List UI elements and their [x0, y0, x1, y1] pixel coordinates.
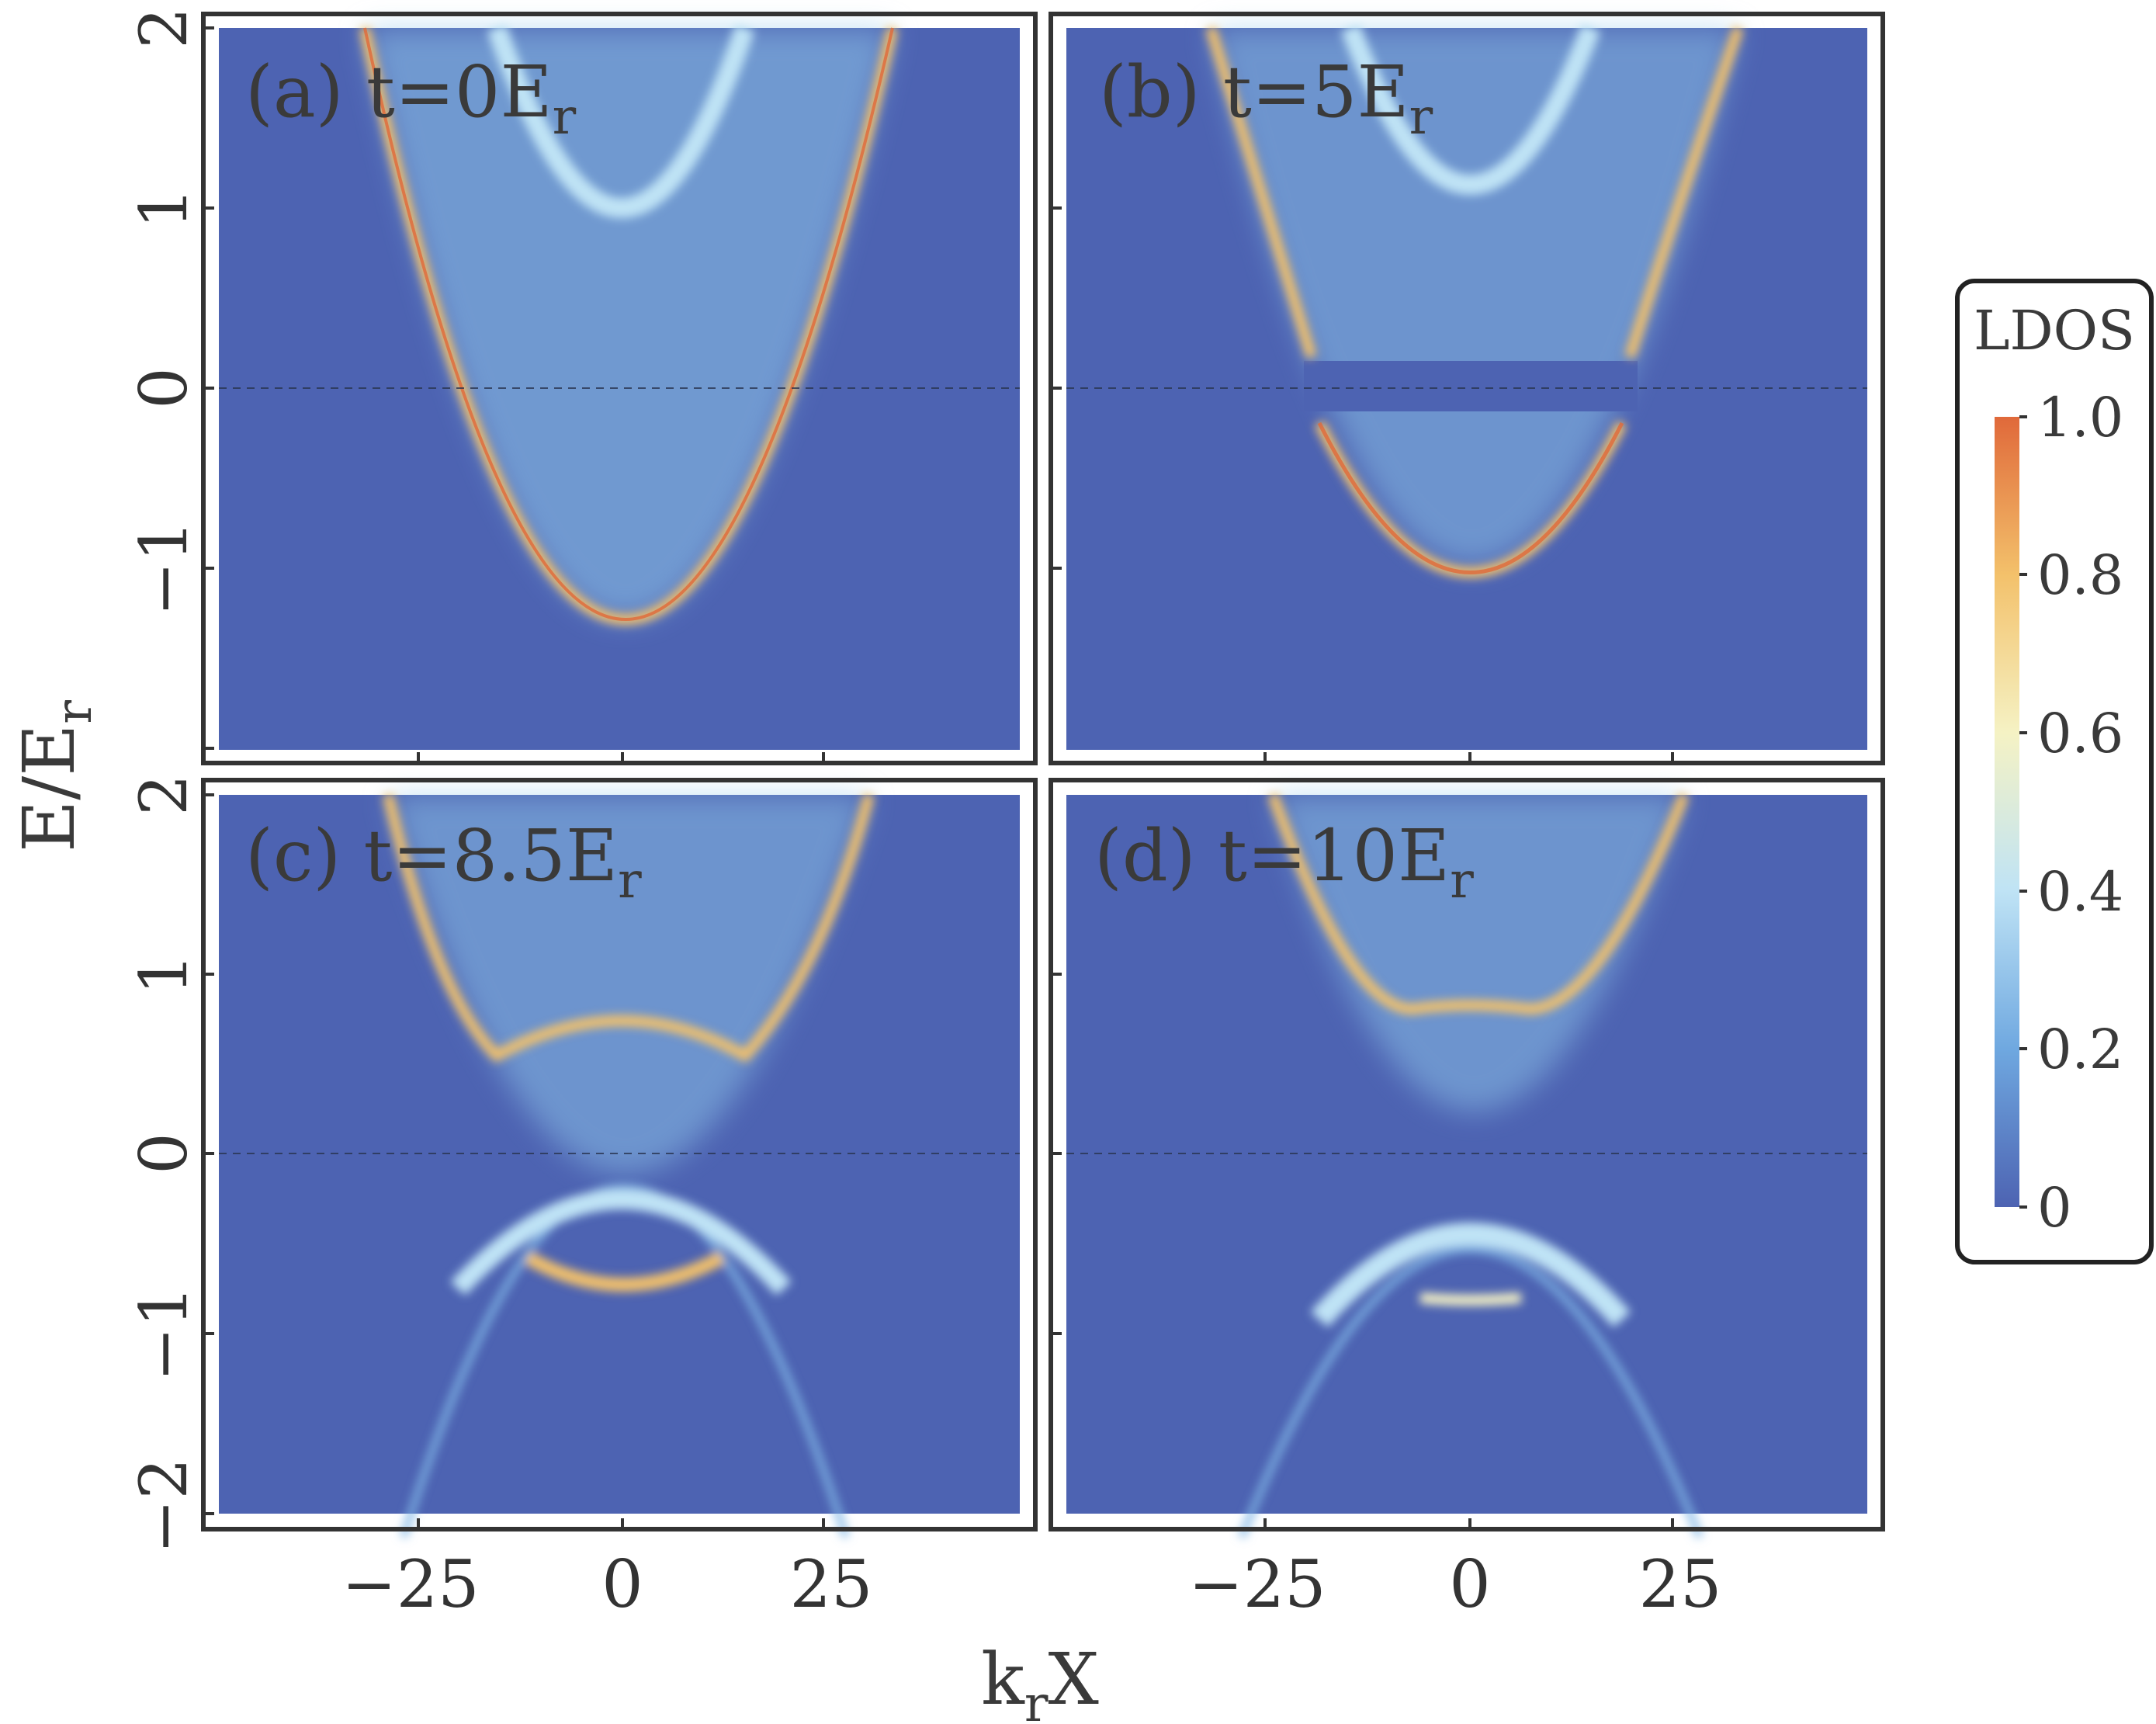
- panel-c-lower-arc: [450, 1189, 792, 1296]
- colorbar-ticks: [2019, 415, 2027, 1209]
- x-tick-label: 25: [790, 1546, 873, 1622]
- panel-a-main-band-core: [363, 27, 894, 621]
- y-tick-label: 0: [126, 1133, 202, 1174]
- tick-marks: [203, 26, 1674, 1529]
- y-tick-label: 1: [126, 187, 202, 228]
- panel-d-label: (d) t=10Er: [1094, 814, 1474, 910]
- panel-b-upper-band: [1340, 24, 1601, 195]
- x-tick-label: 0: [1449, 1546, 1490, 1622]
- panel-d: (d) t=10Er: [1049, 778, 1885, 1538]
- panel-b-continuum: [1211, 28, 1738, 565]
- panel-b-main-band-right: [1624, 26, 1744, 359]
- colorbar-title: LDOS: [1974, 299, 2135, 362]
- y-tick-label: −1: [126, 520, 202, 616]
- panel-d-upper-band: [1267, 793, 1690, 1015]
- panel-d-lower-band-peak: [1419, 1292, 1522, 1306]
- panel-b: (b) t=5Er: [1049, 12, 1885, 765]
- panel-c: (c) t=8.5Er: [201, 778, 1038, 1538]
- colorbar-legend: LDOS 1.0 0.8 0.6 0.4 0.2 0: [1955, 279, 2154, 1264]
- panel-c-lower-band-peak: [524, 1251, 726, 1292]
- y-axis-label: E/Er: [8, 700, 103, 852]
- x-tick-labels: −25 0 25 −25 0 25: [341, 1546, 1721, 1622]
- x-axis-label: krX: [981, 1638, 1099, 1724]
- colorbar-gradient: [1995, 417, 2019, 1207]
- y-tick-label: 1: [126, 953, 202, 994]
- x-tick-label: −25: [1188, 1546, 1326, 1622]
- panel-a-upper-band: [487, 24, 755, 218]
- panel-b-main-band-left: [1205, 26, 1317, 359]
- panel-c-lower-band: [400, 1184, 850, 1538]
- panel-b-label: (b) t=5Er: [1099, 50, 1433, 146]
- colorbar-tick-label: 0.6: [2037, 702, 2123, 765]
- panel-a-label: (a) t=0Er: [245, 50, 577, 146]
- panel-c-upper-band: [383, 793, 875, 1063]
- y-tick-label: 2: [126, 7, 202, 48]
- panel-c-label: (c) t=8.5Er: [245, 814, 642, 910]
- panel-b-gap: [1304, 361, 1638, 411]
- panel-a: (a) t=0Er: [201, 12, 1038, 765]
- panel-c-upper-continuum: [388, 795, 869, 1174]
- colorbar-tick-label: 0.4: [2037, 860, 2123, 924]
- panel-d-upper-continuum: [1273, 795, 1684, 1112]
- panel-d-lower-arc: [1310, 1223, 1631, 1327]
- x-tick-label: 25: [1639, 1546, 1722, 1622]
- x-tick-label: −25: [341, 1546, 479, 1622]
- x-tick-label: 0: [601, 1546, 643, 1622]
- y-tick-labels: 2 1 0 −1 2 1 0 −1 −2: [126, 7, 202, 1554]
- y-tick-label: −2: [126, 1458, 202, 1554]
- panel-b-lower-band-core: [1317, 421, 1624, 574]
- y-tick-label: −1: [126, 1285, 202, 1382]
- y-tick-label: 0: [126, 367, 202, 408]
- panel-d-lower-band: [1238, 1246, 1704, 1538]
- colorbar-tick-label: 0.2: [2037, 1018, 2123, 1081]
- colorbar-tick-label: 0: [2037, 1176, 2072, 1240]
- y-tick-label: 2: [126, 774, 202, 815]
- colorbar-tick-label: 1.0: [2037, 386, 2123, 449]
- colorbar-tick-label: 0.8: [2037, 543, 2123, 607]
